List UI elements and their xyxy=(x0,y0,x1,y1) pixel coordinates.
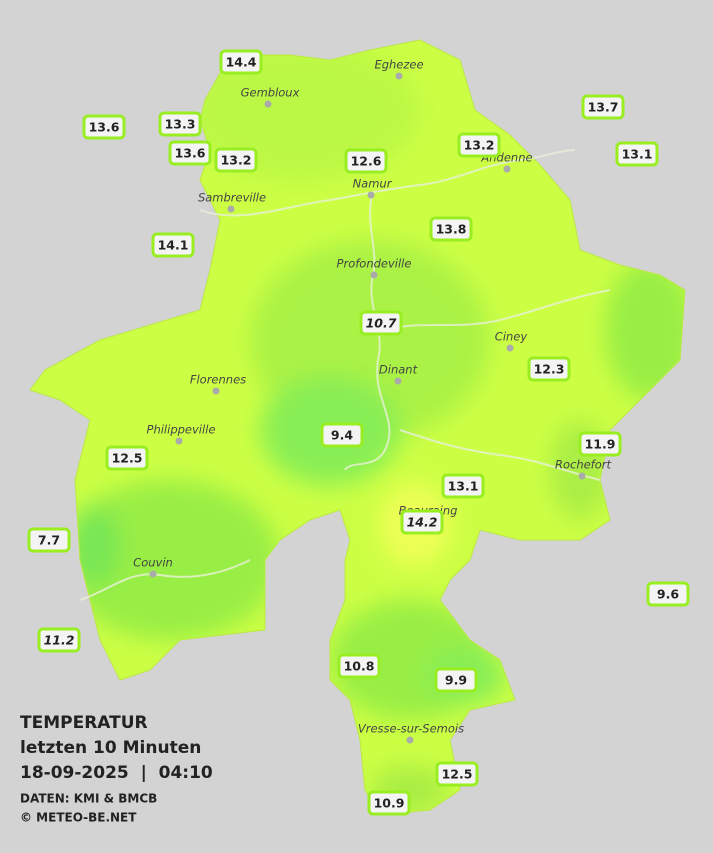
station-box xyxy=(151,232,195,258)
station-value: 12.3 xyxy=(534,362,565,377)
station-box xyxy=(434,667,478,693)
station-value: 9.9 xyxy=(445,673,467,688)
city-dot xyxy=(506,344,514,352)
station-box xyxy=(82,114,126,140)
station-box xyxy=(441,473,485,499)
info-source: DATEN: KMI & BMCB xyxy=(20,792,157,806)
station-value: 12.5 xyxy=(442,767,473,782)
city-dot xyxy=(227,205,235,213)
city-label: Vresse-sur-Semois xyxy=(358,722,464,736)
city-label: Sambreville xyxy=(198,191,266,205)
station-value: 13.8 xyxy=(436,222,467,237)
station-box xyxy=(359,310,403,336)
station-box xyxy=(581,94,625,120)
rivers xyxy=(79,149,611,601)
city-dot xyxy=(578,472,586,480)
station-value: 10.7 xyxy=(366,316,397,331)
city-dot xyxy=(370,271,378,279)
station-box xyxy=(457,132,501,158)
info-datetime: 18-09-2025 | 04:10 xyxy=(20,763,213,783)
station-value: 14.1 xyxy=(158,238,189,253)
station-box xyxy=(429,216,473,242)
station-box xyxy=(320,422,364,448)
station-box xyxy=(435,761,479,787)
station-box xyxy=(214,147,258,173)
station-value: 13.1 xyxy=(622,147,653,162)
station-value: 13.3 xyxy=(165,117,196,132)
station-value: 7.7 xyxy=(38,533,60,548)
info-block: TEMPERATUR letzten 10 Minuten 18-09-2025… xyxy=(20,713,213,825)
city-dot xyxy=(395,72,403,80)
city-label: Rochefort xyxy=(555,458,612,472)
station-value: 11.9 xyxy=(585,437,616,452)
city-dot xyxy=(367,191,375,199)
station-box xyxy=(578,431,622,457)
station-value: 13.2 xyxy=(221,153,252,168)
station-box xyxy=(337,653,381,679)
station-value: 9.6 xyxy=(657,587,679,602)
info-subtitle: letzten 10 Minuten xyxy=(20,738,201,758)
city-label: Dinant xyxy=(379,363,418,377)
city-label: Gembloux xyxy=(241,86,300,100)
station-value: 11.2 xyxy=(44,633,75,648)
city-dot xyxy=(394,377,402,385)
info-title: TEMPERATUR xyxy=(20,713,148,733)
station-box xyxy=(527,356,571,382)
city-label: Eghezee xyxy=(374,58,423,72)
station-value: 13.2 xyxy=(464,138,495,153)
station-box xyxy=(615,141,659,167)
station-box xyxy=(344,148,388,174)
station-box xyxy=(219,49,263,75)
station-box xyxy=(37,627,81,653)
city-dot xyxy=(264,100,272,108)
city-label: Philippeville xyxy=(147,423,216,437)
station-value: 12.6 xyxy=(351,154,382,169)
station-box xyxy=(158,111,202,137)
station-box xyxy=(367,790,411,816)
city-dot xyxy=(503,165,511,173)
station-value: 14.2 xyxy=(407,515,438,530)
info-copyright: © METEO-BE.NET xyxy=(20,811,137,825)
city-label: Profondeville xyxy=(337,257,412,271)
city-dot xyxy=(175,437,183,445)
station-value: 13.6 xyxy=(175,146,206,161)
station-box xyxy=(168,140,212,166)
station-box xyxy=(646,581,690,607)
city-label: Namur xyxy=(353,177,393,191)
city-label: Florennes xyxy=(190,373,246,387)
city-dot xyxy=(149,570,157,578)
station-box xyxy=(400,509,444,535)
station-value: 12.5 xyxy=(112,451,143,466)
city-dot xyxy=(212,387,220,395)
station-box xyxy=(105,445,149,471)
station-value: 13.7 xyxy=(588,100,619,115)
city-dot xyxy=(406,736,414,744)
city-label: Ciney xyxy=(495,330,528,344)
station-value: 13.1 xyxy=(448,479,479,494)
station-value: 10.8 xyxy=(344,659,375,674)
station-value: 10.9 xyxy=(374,796,405,811)
city-label: Couvin xyxy=(133,556,173,570)
station-value: 9.4 xyxy=(331,428,353,443)
station-value: 13.6 xyxy=(89,120,120,135)
stations: 14.4 13.6 13.3 13.6 13.2 12.6 13.2 13.7 13.1 13.8… xyxy=(27,49,690,816)
station-value: 14.4 xyxy=(226,55,257,70)
station-box xyxy=(27,527,71,553)
